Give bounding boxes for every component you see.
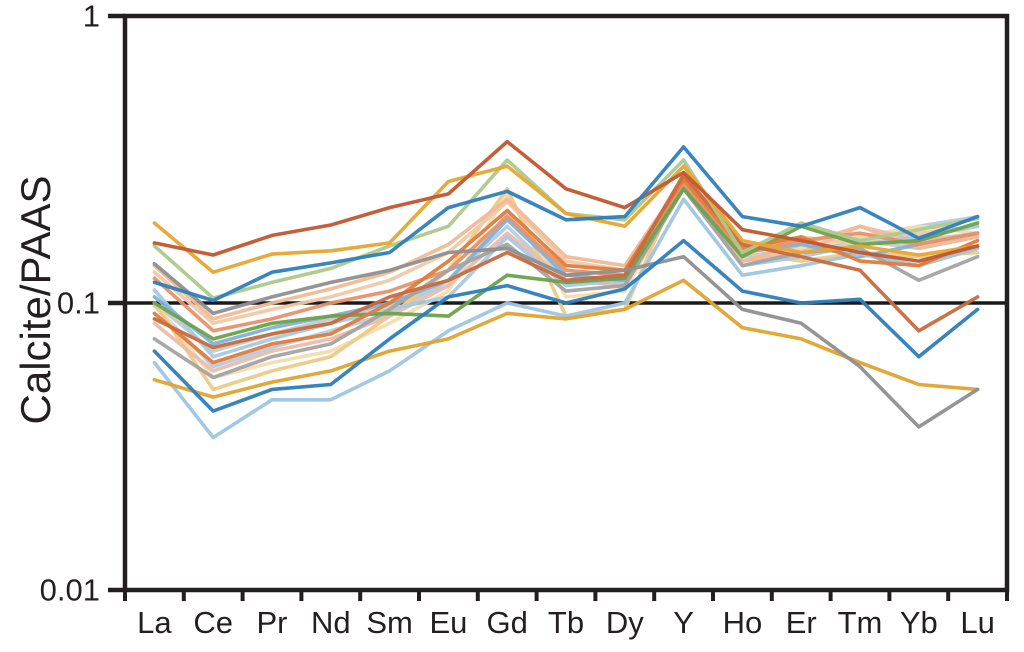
- series-line-13: [152, 187, 980, 341]
- x-label-Tm: Tm: [838, 605, 883, 640]
- x-label-Eu: Eu: [429, 605, 467, 640]
- x-label-Pr: Pr: [257, 605, 288, 640]
- series-line-22: [152, 145, 980, 303]
- series-line-7: [152, 177, 980, 321]
- series-line-17: [152, 246, 980, 429]
- x-label-Lu: Lu: [960, 605, 994, 640]
- x-label-La: La: [137, 605, 172, 640]
- x-label-Sm: Sm: [366, 605, 413, 640]
- series-line-5: [152, 177, 980, 326]
- y-axis-title: Calcite/PAAS: [12, 175, 59, 425]
- series-line-18: [152, 238, 980, 413]
- x-label-Y: Y: [673, 605, 694, 640]
- x-label-Ho: Ho: [723, 605, 763, 640]
- series-line-10: [152, 197, 980, 440]
- x-label-Dy: Dy: [606, 605, 644, 640]
- series-line-15: [152, 172, 980, 350]
- series-line-16: [152, 278, 980, 399]
- x-label-Ce: Ce: [193, 605, 233, 640]
- y-tick-label-1: 1: [83, 0, 100, 34]
- y-tick-label-0.1: 0.1: [57, 286, 100, 321]
- x-label-Yb: Yb: [900, 605, 938, 640]
- y-tick-label-0.01: 0.01: [40, 573, 100, 608]
- x-label-Tb: Tb: [548, 605, 584, 640]
- series-line-14: [152, 177, 980, 365]
- series-line-21: [152, 139, 980, 263]
- x-label-Er: Er: [786, 605, 817, 640]
- x-label-Nd: Nd: [311, 605, 351, 640]
- x-label-Gd: Gd: [487, 605, 528, 640]
